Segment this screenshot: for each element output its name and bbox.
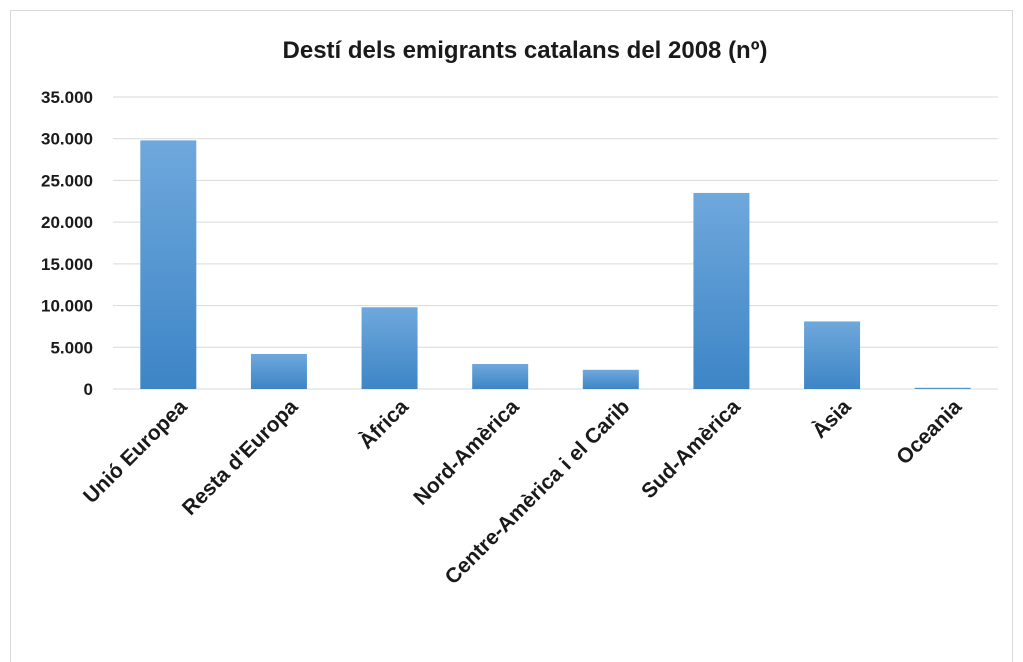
x-tick-label: Sud-Amèrica bbox=[637, 395, 745, 503]
x-tick-label: Oceania bbox=[892, 395, 966, 469]
bar bbox=[693, 192, 750, 389]
x-tick-label: Unió Europea bbox=[79, 395, 192, 508]
bar bbox=[140, 140, 197, 389]
y-tick-label: 10.000 bbox=[41, 297, 93, 316]
y-tick-label: 30.000 bbox=[41, 130, 93, 149]
gridlines bbox=[113, 96, 998, 390]
bar bbox=[582, 369, 639, 389]
y-axis-ticks: 0 5.000 10.000 15.000 20.000 25.000 30.000 35.0… bbox=[41, 88, 93, 399]
chart-title: Destí dels emigrants catalans del 2008 (… bbox=[283, 37, 768, 64]
bars bbox=[140, 140, 971, 389]
bar bbox=[361, 307, 418, 389]
bar bbox=[250, 353, 307, 389]
x-tick-label: Nord-Amèrica bbox=[409, 395, 524, 510]
x-tick-label: Àfrica bbox=[355, 395, 414, 454]
bar bbox=[804, 321, 861, 389]
y-tick-label: 0 bbox=[84, 380, 93, 399]
x-tick-label: Resta d'Europa bbox=[178, 395, 303, 520]
x-tick-label: Centre-Amèrica i el Carib bbox=[441, 395, 635, 589]
x-tick-label: Àsia bbox=[808, 395, 856, 443]
bar bbox=[914, 387, 971, 389]
y-tick-label: 35.000 bbox=[41, 88, 93, 107]
y-tick-label: 5.000 bbox=[50, 338, 93, 357]
y-tick-label: 15.000 bbox=[41, 255, 93, 274]
bar bbox=[472, 363, 529, 389]
y-tick-label: 20.000 bbox=[41, 213, 93, 232]
y-tick-label: 25.000 bbox=[41, 171, 93, 190]
